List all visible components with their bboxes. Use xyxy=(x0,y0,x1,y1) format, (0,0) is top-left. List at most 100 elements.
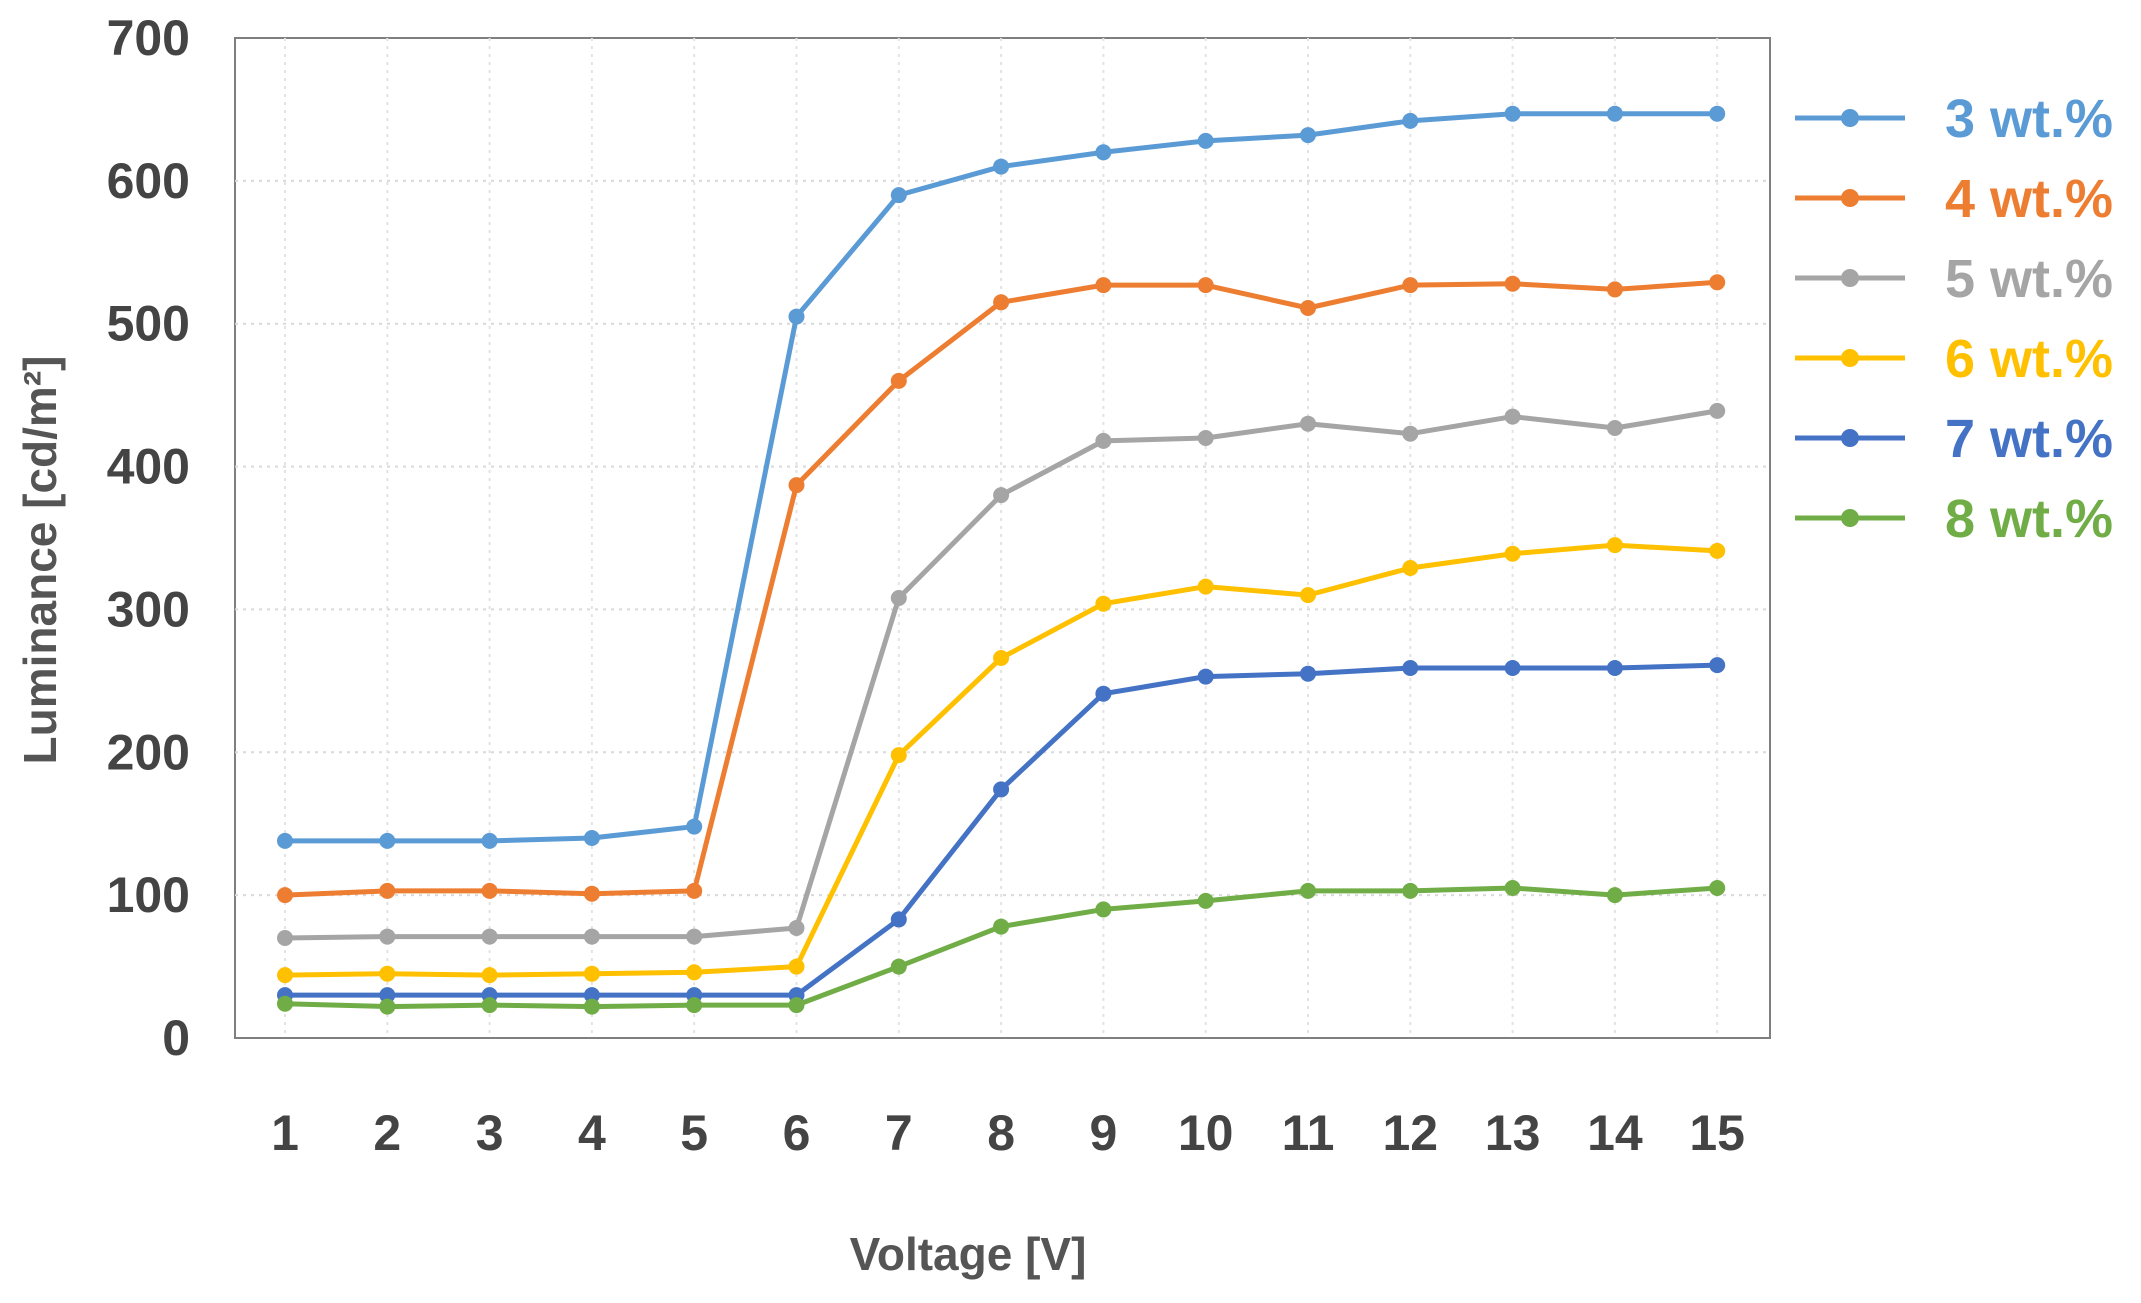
legend-label: 3 wt.% xyxy=(1945,89,2113,149)
data-point xyxy=(1197,277,1214,294)
data-point xyxy=(890,372,907,389)
data-point xyxy=(1402,112,1419,129)
data-point xyxy=(1402,560,1419,576)
x-tick-label: 7 xyxy=(885,1105,913,1161)
data-point xyxy=(1197,578,1214,595)
data-point xyxy=(1197,430,1214,446)
legend-marker xyxy=(1841,429,1859,447)
x-tick-label: 9 xyxy=(1089,1105,1117,1161)
legend-label: 5 wt.% xyxy=(1945,249,2113,309)
data-point xyxy=(379,998,396,1015)
data-point xyxy=(993,487,1010,504)
data-point xyxy=(1606,420,1623,436)
data-point xyxy=(1709,880,1726,896)
data-point xyxy=(1197,132,1214,149)
x-tick-label: 4 xyxy=(578,1105,606,1161)
legend: 3 wt.% 4 wt.% 5 wt.% 6 wt.% 7 wt.% 8 wt.% xyxy=(1795,89,2113,549)
data-point xyxy=(481,928,498,945)
y-axis-ticks: 0 100 200 300 400 500 600 700 xyxy=(107,10,190,1066)
data-point xyxy=(788,308,805,325)
data-point xyxy=(1300,415,1316,432)
data-point xyxy=(1402,425,1419,442)
data-point xyxy=(1095,901,1112,918)
x-tick-label: 13 xyxy=(1485,1105,1541,1161)
legend-label: 4 wt.% xyxy=(1945,169,2113,229)
data-point xyxy=(1504,275,1521,292)
data-point xyxy=(583,987,600,1004)
data-point xyxy=(993,158,1010,175)
data-point xyxy=(583,965,600,982)
data-point xyxy=(686,928,703,945)
legend-entry: 6 wt.% xyxy=(1795,329,2113,389)
data-point xyxy=(1095,432,1112,449)
x-tick-label: 10 xyxy=(1178,1105,1234,1161)
data-point xyxy=(1300,127,1316,144)
data-point xyxy=(788,477,805,494)
data-point xyxy=(1606,660,1623,676)
legend-entry: 3 wt.% xyxy=(1795,89,2113,149)
data-point xyxy=(686,882,703,899)
data-point xyxy=(686,818,703,835)
legend-label: 7 wt.% xyxy=(1945,409,2113,469)
data-point xyxy=(481,882,498,899)
data-point xyxy=(1504,545,1521,562)
data-point xyxy=(1504,660,1521,676)
gridlines xyxy=(235,38,1770,1038)
data-point xyxy=(686,964,703,981)
y-tick-label: 500 xyxy=(107,296,190,352)
series-lines xyxy=(277,105,1726,1015)
data-point xyxy=(1504,880,1521,896)
y-tick-label: 300 xyxy=(107,581,190,637)
series-6 xyxy=(277,880,1726,1015)
data-point xyxy=(1300,587,1316,604)
data-point xyxy=(1709,105,1726,122)
data-point xyxy=(1197,892,1214,909)
legend-marker xyxy=(1841,269,1859,287)
x-axis-title: Voltage [V] xyxy=(850,1228,1087,1280)
data-point xyxy=(379,987,396,1004)
y-tick-label: 700 xyxy=(107,10,190,66)
data-point xyxy=(1095,685,1112,702)
data-point xyxy=(481,997,498,1014)
data-point xyxy=(277,967,293,984)
x-tick-label: 15 xyxy=(1689,1105,1745,1161)
data-point xyxy=(993,650,1010,666)
x-tick-label: 12 xyxy=(1382,1105,1438,1161)
legend-label: 6 wt.% xyxy=(1945,329,2113,389)
data-point xyxy=(379,928,396,945)
legend-entry: 4 wt.% xyxy=(1795,169,2113,229)
data-point xyxy=(1606,537,1623,554)
legend-marker xyxy=(1841,349,1859,367)
data-point xyxy=(1709,657,1726,674)
x-tick-label: 3 xyxy=(476,1105,504,1161)
legend-marker xyxy=(1841,109,1859,127)
x-tick-label: 6 xyxy=(783,1105,811,1161)
data-point xyxy=(1300,300,1316,316)
data-point xyxy=(890,747,907,764)
series-4 xyxy=(277,537,1726,984)
y-axis-title: Luminance [cd/m²] xyxy=(14,356,66,765)
data-point xyxy=(1095,595,1112,612)
x-tick-label: 5 xyxy=(680,1105,708,1161)
data-point xyxy=(1402,882,1419,899)
series-1 xyxy=(277,105,1726,849)
series-2 xyxy=(277,274,1726,904)
data-point xyxy=(788,958,805,975)
data-point xyxy=(277,832,293,849)
x-tick-label: 2 xyxy=(373,1105,401,1161)
data-point xyxy=(890,911,907,928)
data-point xyxy=(379,965,396,982)
data-point xyxy=(890,187,907,204)
data-point xyxy=(1606,105,1623,122)
data-point xyxy=(1402,277,1419,294)
legend-label: 8 wt.% xyxy=(1945,489,2113,549)
data-point xyxy=(277,887,293,904)
data-point xyxy=(1197,668,1214,685)
x-tick-label: 14 xyxy=(1587,1105,1643,1161)
legend-entry: 5 wt.% xyxy=(1795,249,2113,309)
data-point xyxy=(481,832,498,849)
y-tick-label: 600 xyxy=(107,153,190,209)
x-tick-label: 8 xyxy=(987,1105,1015,1161)
data-point xyxy=(481,967,498,984)
